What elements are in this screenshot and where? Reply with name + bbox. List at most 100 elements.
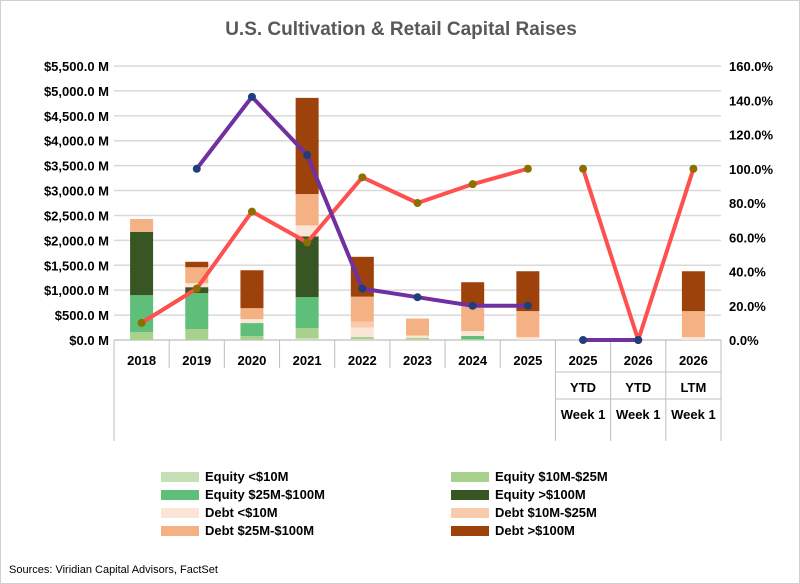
bar-segment xyxy=(240,323,264,337)
line-point xyxy=(303,238,312,247)
bar-segment xyxy=(240,319,264,324)
bar-segment xyxy=(350,321,374,328)
legend-label: Equity <$10M xyxy=(205,469,289,484)
legend-item: Equity $10M-$25M xyxy=(451,469,681,484)
legend-swatch xyxy=(451,471,489,482)
legend-swatch xyxy=(451,489,489,500)
y-left-tick-label: $5,500.0 M xyxy=(44,59,109,74)
bar-segment xyxy=(350,327,374,338)
legend-item: Debt $25M-$100M xyxy=(161,523,451,538)
x-tick-label: LTM xyxy=(681,380,707,395)
legend-swatch xyxy=(161,489,199,500)
line-point xyxy=(413,199,422,207)
y-left-tick-label: $4,500.0 M xyxy=(44,109,109,124)
x-tick-label: YTD xyxy=(570,380,596,395)
bar-segment xyxy=(240,270,264,309)
legend-item: Equity $25M-$100M xyxy=(161,487,451,502)
bar-segment xyxy=(240,336,264,340)
y-right-tick-label: 20.0% xyxy=(729,299,766,314)
line-point xyxy=(137,318,146,327)
line-point xyxy=(247,92,256,101)
x-tick-label: Week 1 xyxy=(561,407,606,422)
y-left-tick-label: $5,000.0 M xyxy=(44,84,109,99)
bar-segment xyxy=(406,338,429,340)
bar-segment xyxy=(461,336,485,340)
bar-segment xyxy=(185,329,209,340)
bar-segment xyxy=(130,231,154,296)
bar-segment xyxy=(295,328,319,339)
legend-swatch xyxy=(451,507,489,518)
legend-item: Debt <$10M xyxy=(161,505,451,520)
x-tick-label: 2018 xyxy=(127,353,156,368)
line-point xyxy=(247,207,256,216)
bar-segment xyxy=(350,296,374,322)
legend-swatch xyxy=(161,507,199,518)
legend-item: Debt >$100M xyxy=(451,523,681,538)
bar-segment xyxy=(461,282,485,306)
line-point xyxy=(413,293,422,302)
source-note: Sources: Viridian Capital Advisors, Fact… xyxy=(9,564,218,576)
x-tick-label: 2023 xyxy=(403,353,432,368)
x-tick-label: 2021 xyxy=(293,353,322,368)
bar-segment xyxy=(406,318,429,336)
chart-title: U.S. Cultivation & Retail Capital Raises xyxy=(225,19,577,40)
legend-swatch xyxy=(451,525,489,536)
line-point xyxy=(523,301,532,310)
y-right-tick-label: 120.0% xyxy=(729,128,774,143)
line-point xyxy=(634,336,643,344)
x-tick-label: 2020 xyxy=(237,353,266,368)
line-point xyxy=(192,164,201,173)
line-series-segment xyxy=(581,168,696,342)
x-tick-label: Week 1 xyxy=(616,407,661,422)
x-tick-label: Week 1 xyxy=(671,407,716,422)
legend: Equity <$10M Equity $10M-$25M Equity $25M-… xyxy=(161,469,681,538)
bar-segment xyxy=(461,339,485,340)
y-left-tick-label: $500.0 M xyxy=(55,308,109,323)
bar-segment xyxy=(130,218,154,232)
y-left-tick-label: $2,000.0 M xyxy=(44,233,109,248)
line-point xyxy=(523,164,532,173)
bar-segment xyxy=(516,271,540,312)
legend-label: Debt <$10M xyxy=(205,505,278,520)
y-right-tick-label: 40.0% xyxy=(729,265,766,280)
bar-segment xyxy=(406,335,429,339)
y-right-tick-label: 140.0% xyxy=(729,93,774,108)
legend-label: Equity $25M-$100M xyxy=(205,487,325,502)
legend-label: Debt $10M-$25M xyxy=(495,505,597,520)
bar-segment xyxy=(350,337,374,340)
y-left-tick-label: $1,500.0 M xyxy=(44,258,109,273)
y-right-tick-label: 80.0% xyxy=(729,196,766,211)
bar-segment xyxy=(516,337,540,340)
line-series-segment xyxy=(140,166,529,325)
legend-label: Debt $25M-$100M xyxy=(205,523,315,538)
bar-segment xyxy=(185,261,209,268)
x-tick-label: 2026 xyxy=(679,353,708,368)
y-left-tick-label: $3,000.0 M xyxy=(44,184,109,199)
legend-item: Equity >$100M xyxy=(451,487,681,502)
bar-segment xyxy=(295,194,319,226)
bar-segment xyxy=(681,337,705,340)
x-tick-label: 2024 xyxy=(458,353,488,368)
y-right-tick-label: 100.0% xyxy=(729,162,774,177)
y-right-tick-label: 0.0% xyxy=(729,333,759,348)
y-left-tick-label: $4,000.0 M xyxy=(44,134,109,149)
y-left-tick-label: $3,500.0 M xyxy=(44,159,109,174)
legend-item: Equity <$10M xyxy=(161,469,451,484)
line-point xyxy=(303,151,312,160)
x-tick-label: 2025 xyxy=(513,353,542,368)
x-tick-label: 2019 xyxy=(182,353,211,368)
line-point xyxy=(358,284,367,293)
bar-segment xyxy=(130,295,154,333)
line-point xyxy=(358,173,367,182)
bar-segment xyxy=(681,271,705,312)
bar-segment xyxy=(130,332,154,340)
bar-segment xyxy=(185,293,209,330)
legend-label: Equity >$100M xyxy=(495,487,586,502)
bar-segment xyxy=(295,225,319,237)
line-point xyxy=(579,164,588,173)
legend-swatch xyxy=(161,525,199,536)
bar-segment xyxy=(461,305,485,332)
y-left-tick-label: $0.0 M xyxy=(69,333,109,348)
bar-segment xyxy=(350,256,374,297)
legend-label: Debt >$100M xyxy=(495,523,575,538)
